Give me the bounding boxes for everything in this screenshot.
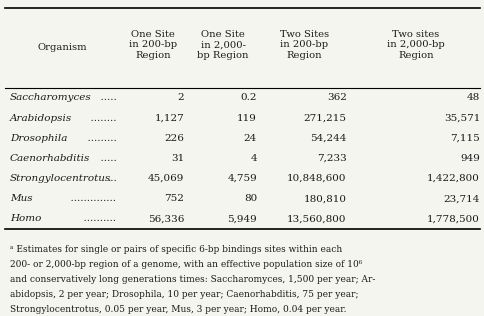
Text: Caenorhabditis: Caenorhabditis (10, 154, 90, 163)
Text: 0.2: 0.2 (240, 94, 257, 102)
Text: Mus: Mus (10, 194, 32, 203)
Text: ..........: .......... (77, 215, 116, 223)
Text: 180,810: 180,810 (303, 194, 346, 203)
Text: ᵃ Estimates for single or pairs of specific 6-bp bindings sites within each: ᵃ Estimates for single or pairs of speci… (10, 245, 341, 254)
Text: 5,949: 5,949 (227, 215, 257, 223)
Text: Strongylocentrotus, 0.05 per year, Mus, 3 per year; Homo, 0.04 per year.: Strongylocentrotus, 0.05 per year, Mus, … (10, 305, 346, 314)
Text: 35,571: 35,571 (443, 114, 479, 123)
Text: 4: 4 (250, 154, 257, 163)
Text: ...: ... (106, 174, 116, 183)
Text: ........: ........ (84, 114, 116, 123)
Text: 1,778,500: 1,778,500 (426, 215, 479, 223)
Text: 7,115: 7,115 (450, 134, 479, 143)
Text: 13,560,800: 13,560,800 (287, 215, 346, 223)
Text: 1,422,800: 1,422,800 (426, 174, 479, 183)
Text: 200- or 2,000-bp region of a genome, with an effective population size of 10⁶: 200- or 2,000-bp region of a genome, wit… (10, 260, 361, 269)
Text: .....: ..... (93, 94, 116, 102)
Text: 2: 2 (177, 94, 184, 102)
Text: .........: ......... (80, 134, 116, 143)
Text: 56,336: 56,336 (148, 215, 184, 223)
Text: .....: ..... (93, 154, 116, 163)
Text: 24: 24 (243, 134, 257, 143)
Text: 54,244: 54,244 (310, 134, 346, 143)
Text: 48: 48 (466, 94, 479, 102)
Text: 80: 80 (243, 194, 257, 203)
Text: 949: 949 (459, 154, 479, 163)
Text: 10,848,600: 10,848,600 (287, 174, 346, 183)
Text: 1,127: 1,127 (154, 114, 184, 123)
Text: Arabidopsis: Arabidopsis (10, 114, 72, 123)
Text: 226: 226 (164, 134, 184, 143)
Text: 752: 752 (164, 194, 184, 203)
Text: 7,233: 7,233 (317, 154, 346, 163)
Text: and conservatively long generations times: Saccharomyces, 1,500 per year; Ar-: and conservatively long generations time… (10, 275, 374, 284)
Text: One Site
in 200-bp
Region: One Site in 200-bp Region (128, 30, 177, 60)
Text: 4,759: 4,759 (227, 174, 257, 183)
Text: Strongylocentrotus: Strongylocentrotus (10, 174, 111, 183)
Text: Two sites
in 2,000-bp
Region: Two sites in 2,000-bp Region (386, 30, 444, 60)
Text: Saccharomyces: Saccharomyces (10, 94, 91, 102)
Text: 119: 119 (237, 114, 257, 123)
Text: 271,215: 271,215 (303, 114, 346, 123)
Text: 45,069: 45,069 (148, 174, 184, 183)
Text: 362: 362 (326, 94, 346, 102)
Text: Homo: Homo (10, 215, 41, 223)
Text: Drosophila: Drosophila (10, 134, 67, 143)
Text: Two Sites
in 200-bp
Region: Two Sites in 200-bp Region (279, 30, 328, 60)
Text: ..............: .............. (64, 194, 116, 203)
Text: Organism: Organism (37, 43, 87, 52)
Text: One Site
in 2,000-
bp Region: One Site in 2,000- bp Region (197, 30, 248, 60)
Text: abidopsis, 2 per year; Drosophila, 10 per year; Caenorhabditis, 75 per year;: abidopsis, 2 per year; Drosophila, 10 pe… (10, 290, 358, 299)
Text: 23,714: 23,714 (443, 194, 479, 203)
Text: 31: 31 (171, 154, 184, 163)
